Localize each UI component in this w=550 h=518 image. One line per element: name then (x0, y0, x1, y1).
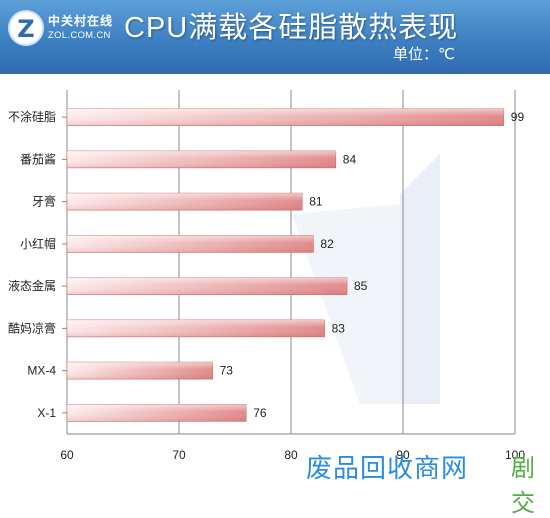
category-label: 牙膏 (32, 194, 56, 209)
x-tick-label: 100 (505, 448, 525, 462)
watermark-text: 废品回收商网 (306, 454, 469, 484)
x-tick-label: 70 (172, 448, 186, 462)
bar-chart: 60 70 80 90 100 不涂硅脂 99 番茄酱 84 牙膏 81 小红帽 82 液态金属 85 酷妈凉… (8, 90, 525, 462)
bar-shine (67, 404, 247, 422)
chart-header: Z 中关村在线 ZOL.COM.CN CPU满载各硅脂散热表现 单位：℃ (0, 0, 550, 74)
category-label: X-1 (37, 406, 56, 420)
category-label: 酷妈凉膏 (8, 320, 56, 335)
x-tick-label: 80 (284, 448, 298, 462)
logo-cn-text: 中关村在线 (48, 14, 114, 28)
data-label: 99 (511, 110, 525, 124)
data-label: 73 (220, 364, 234, 378)
watermark: 废品回收商网 剧交 (306, 450, 550, 517)
grid-lines (62, 90, 516, 435)
background-decoration-2 (292, 204, 402, 404)
zol-logo-icon: Z (8, 10, 44, 46)
watermark-mark: 剧交 (511, 454, 535, 517)
bar-shine (67, 193, 303, 211)
labels: 60 70 80 90 100 不涂硅脂 99 番茄酱 84 牙膏 81 小红帽 82 液态金属 85 酷妈凉… (8, 109, 525, 462)
bar-shine (67, 108, 504, 126)
x-tick-label: 90 (396, 448, 410, 462)
data-label: 76 (253, 406, 267, 420)
logo-en-text: ZOL.COM.CN (48, 30, 111, 41)
bars (66, 108, 505, 422)
bar-shine (67, 150, 336, 168)
category-label: MX-4 (27, 364, 56, 378)
category-label: 不涂硅脂 (8, 109, 56, 124)
category-label: 番茄酱 (20, 151, 56, 166)
unit-label: 单位：℃ (393, 46, 455, 63)
data-label: 81 (309, 195, 323, 209)
x-tick-label: 60 (60, 448, 74, 462)
bar-shine (67, 319, 325, 337)
data-label: 82 (320, 237, 334, 251)
bar-shine (67, 235, 314, 253)
category-label: 小红帽 (20, 236, 56, 251)
bar-shine (67, 277, 347, 295)
category-label: 液态金属 (8, 278, 56, 293)
data-label: 84 (343, 152, 357, 166)
plot-area: 60 70 80 90 100 不涂硅脂 99 番茄酱 84 牙膏 81 小红帽 82 液态金属 85 酷妈凉… (0, 74, 550, 481)
background-decoration (400, 154, 440, 404)
chart-title: CPU满载各硅脂散热表现 (124, 12, 459, 44)
data-label: 83 (332, 321, 346, 335)
bar-shine (67, 362, 213, 380)
data-label: 85 (354, 279, 368, 293)
